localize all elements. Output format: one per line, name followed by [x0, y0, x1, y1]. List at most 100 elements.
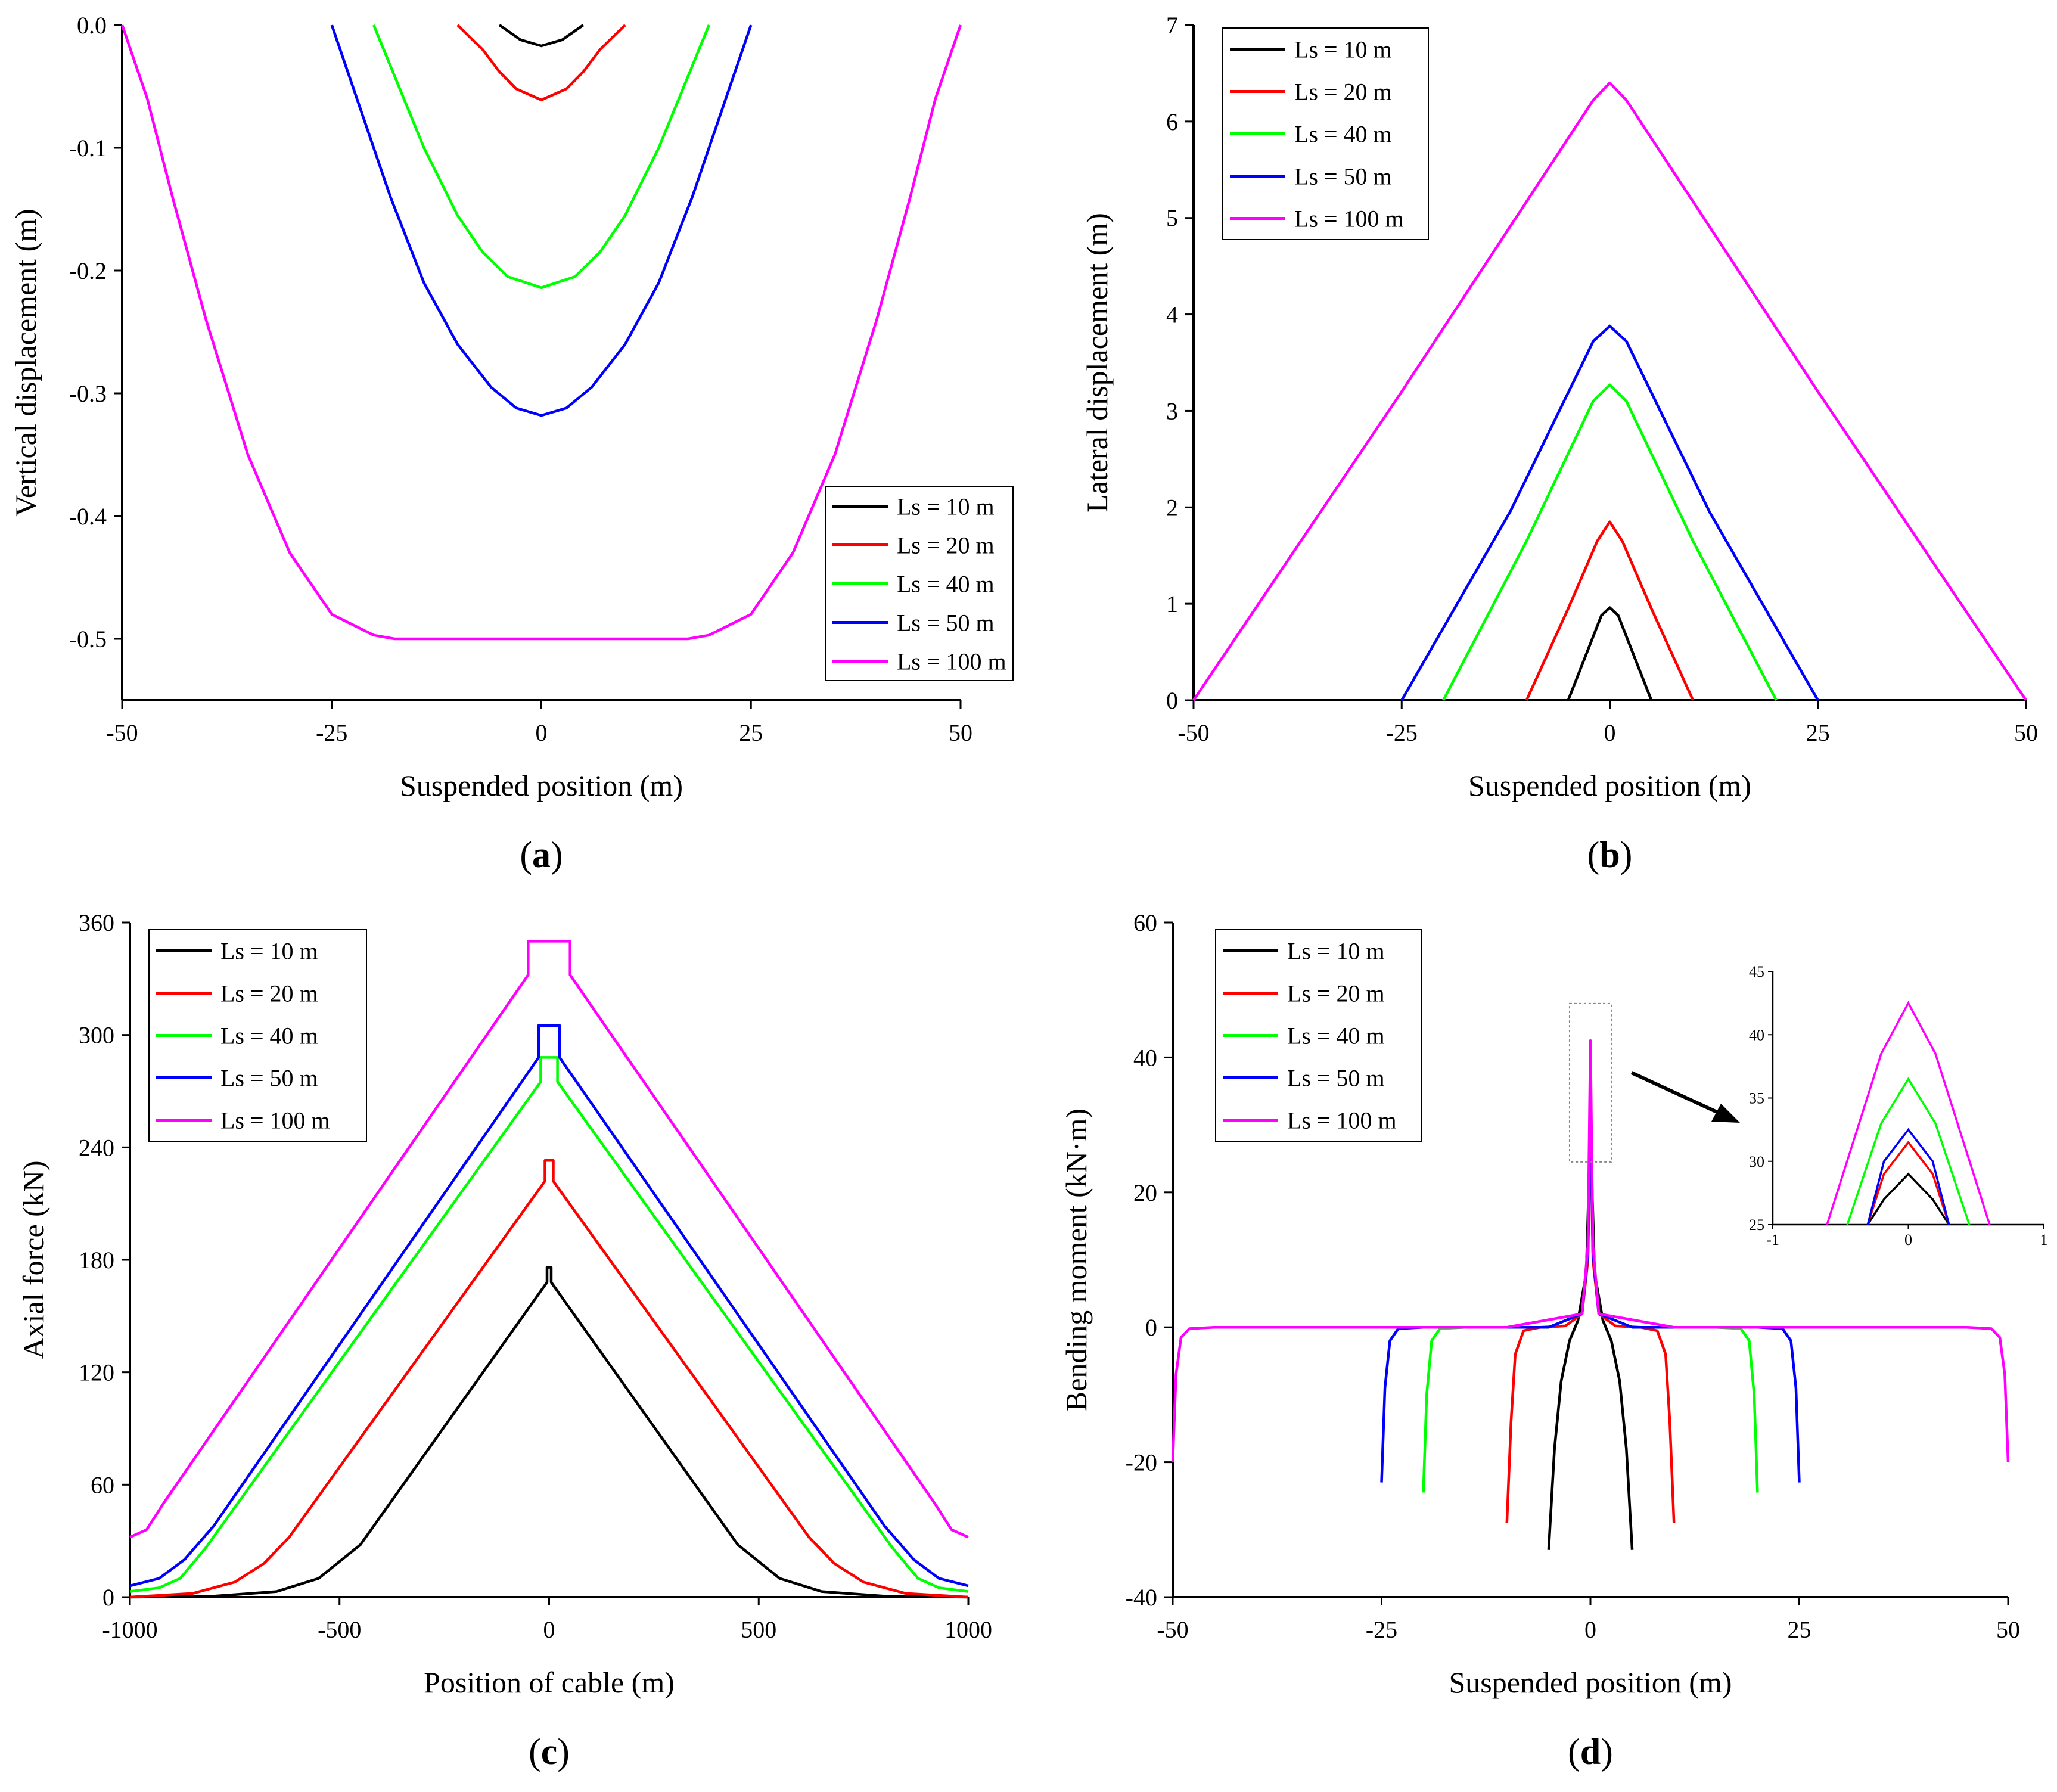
- inset-y-tick-label: 30: [1749, 1153, 1764, 1170]
- legend-entry: Ls = 50 m: [1287, 1065, 1385, 1092]
- series-line-3: [372, 24, 710, 290]
- y-tick-label: 0: [102, 1584, 114, 1611]
- legend: Ls = 10 m Ls = 20 m Ls = 40 m Ls = 50 m Ls =…: [825, 486, 1014, 681]
- series-line-1: [498, 24, 585, 48]
- series-line-5: [129, 940, 969, 1539]
- x-tick-label: 0: [543, 1616, 555, 1643]
- inset-series-line-4: [1846, 1077, 1971, 1225]
- inset-series-line-3: [1866, 1128, 1950, 1225]
- series-line-1: [1547, 1130, 1634, 1550]
- y-tick-label: -0.3: [69, 380, 107, 407]
- legend-entry: Ls = 50 m: [897, 610, 995, 636]
- y-tick-label: 6: [1166, 108, 1178, 135]
- y-tick-label: 0: [1145, 1314, 1157, 1341]
- legend-entry: Ls = 20 m: [897, 532, 995, 559]
- panel-2: -50 -25 0 25 50 0 1 2 3 4 5 6 7 Suspended position (m…: [1080, 12, 2038, 875]
- y-tick-label: 240: [79, 1134, 114, 1161]
- y-tick-label: 0.0: [77, 12, 107, 39]
- series-line-4: [1380, 1107, 1801, 1483]
- series-line-4: [129, 1024, 969, 1588]
- panel-1: -50 -25 0 25 50 0.0 -0.1 -0.2 -0.3 -0.4 -0.5 Suspen…: [9, 12, 1014, 875]
- x-tick-label: -1000: [102, 1616, 157, 1643]
- inset-y-tick-label: 35: [1749, 1090, 1764, 1107]
- series-line-5: [1171, 1039, 2010, 1462]
- y-axis-label: Axial force (kN): [17, 1160, 50, 1359]
- series-line-1: [1567, 606, 1653, 701]
- legend: Ls = 10 m Ls = 20 m Ls = 40 m Ls = 50 m Ls =…: [1222, 27, 1429, 240]
- y-tick-label: 7: [1166, 12, 1178, 39]
- legend-entry: Ls = 10 m: [220, 938, 318, 965]
- x-tick-label: -50: [1157, 1616, 1188, 1643]
- panel-label: (d): [1568, 1732, 1613, 1772]
- legend-entry: Ls = 40 m: [897, 571, 995, 598]
- x-axis-label: Suspended position (m): [400, 769, 683, 802]
- inset-y-tick-label: 25: [1749, 1216, 1764, 1234]
- x-tick-label: 50: [1996, 1616, 2020, 1643]
- y-tick-label: -0.2: [69, 257, 107, 284]
- legend-entry: Ls = 50 m: [220, 1065, 318, 1092]
- x-axis-label: Position of cable (m): [424, 1666, 675, 1699]
- series-line-3: [129, 1056, 969, 1593]
- y-tick-label: 0: [1166, 687, 1178, 714]
- inset-series-line-5: [1826, 1001, 1991, 1225]
- y-tick-label: -0.1: [69, 135, 107, 162]
- x-axis-label: Suspended position (m): [1468, 769, 1751, 802]
- x-tick-label: -25: [1366, 1616, 1397, 1643]
- series-line-2: [129, 1159, 969, 1599]
- x-tick-label: 0: [536, 719, 548, 746]
- inset-y-tick-label: 45: [1749, 963, 1764, 980]
- inset-x-tick-label: 1: [2040, 1231, 2048, 1249]
- y-tick-label: 180: [79, 1247, 114, 1274]
- x-tick-label: 50: [2014, 719, 2038, 746]
- panel-label: (b): [1587, 835, 1633, 875]
- legend-entry: Ls = 40 m: [1294, 121, 1392, 148]
- y-axis-label: Lateral displacement (m): [1080, 213, 1114, 513]
- y-tick-label: 4: [1166, 302, 1178, 328]
- series-line-4: [330, 24, 753, 417]
- series-line-3: [1442, 383, 1778, 701]
- x-tick-label: -50: [106, 719, 138, 746]
- series-line-4: [1400, 324, 1819, 701]
- legend-entry: Ls = 100 m: [1294, 206, 1404, 232]
- series-line-5: [1192, 81, 2027, 701]
- inset-y-tick-label: 40: [1749, 1026, 1764, 1043]
- series-line-1: [129, 1266, 969, 1599]
- y-tick-label: 40: [1133, 1044, 1157, 1071]
- legend: Ls = 10 m Ls = 20 m Ls = 40 m Ls = 50 m Ls =…: [148, 929, 367, 1142]
- series-line-2: [456, 24, 626, 101]
- x-tick-label: 25: [739, 719, 763, 746]
- legend-entry: Ls = 100 m: [897, 648, 1006, 675]
- legend-entry: Ls = 40 m: [220, 1023, 318, 1049]
- y-tick-label: -40: [1126, 1584, 1157, 1611]
- legend: Ls = 10 m Ls = 20 m Ls = 40 m Ls = 50 m Ls =…: [1215, 929, 1422, 1142]
- panel-3: -1000 -500 0 500 1000 0 60 120 180 240 300 360 Posit…: [17, 909, 992, 1772]
- y-tick-label: 120: [79, 1359, 114, 1386]
- legend-entry: Ls = 100 m: [220, 1107, 330, 1134]
- x-tick-label: 0: [1584, 1616, 1596, 1643]
- x-tick-label: -25: [316, 719, 347, 746]
- y-tick-label: 3: [1166, 397, 1178, 424]
- legend-entry: Ls = 20 m: [1287, 980, 1385, 1007]
- y-axis-label: Vertical displacement (m): [9, 209, 42, 516]
- series-line-2: [1525, 520, 1695, 701]
- legend-entry: Ls = 50 m: [1294, 163, 1392, 190]
- legend-entry: Ls = 10 m: [1287, 938, 1385, 965]
- x-tick-label: 50: [949, 719, 972, 746]
- legend-entry: Ls = 20 m: [220, 980, 318, 1007]
- x-tick-label: 500: [741, 1616, 776, 1643]
- y-tick-label: -0.4: [69, 503, 107, 530]
- y-axis-label: Bending moment (kN·m): [1059, 1108, 1093, 1411]
- zoom-box: [1568, 1002, 1612, 1163]
- zoom-arrow-shaft: [1630, 1071, 1723, 1116]
- legend-entry: Ls = 20 m: [1294, 79, 1392, 105]
- inset-x-tick-label: 0: [1904, 1231, 1912, 1249]
- inset-plot: -1 0 1 25 30 35 40 45: [1749, 963, 2048, 1249]
- panel-label: (c): [529, 1732, 570, 1772]
- x-tick-label: -500: [318, 1616, 361, 1643]
- y-tick-label: 20: [1133, 1179, 1157, 1206]
- inset-x-tick-label: -1: [1766, 1231, 1779, 1249]
- x-tick-label: 0: [1604, 719, 1616, 746]
- y-tick-label: 360: [79, 909, 114, 936]
- inset-series-line-2: [1866, 1141, 1950, 1225]
